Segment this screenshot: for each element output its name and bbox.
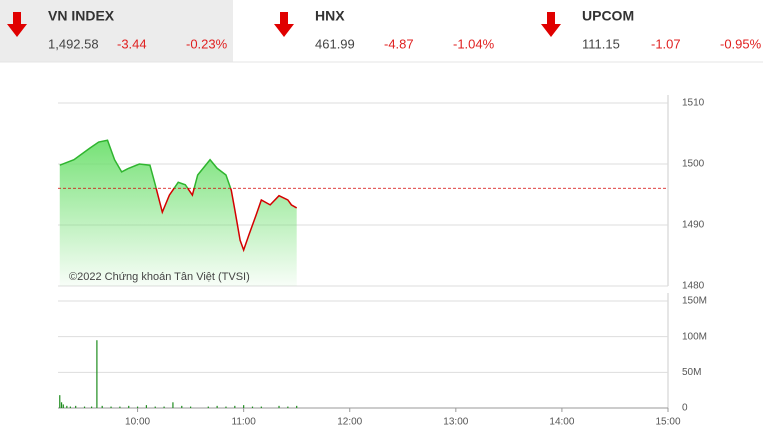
y-tick-label: 150M	[682, 296, 707, 307]
bar	[172, 402, 174, 408]
bar	[75, 405, 77, 408]
line-up	[59, 139, 232, 189]
bar	[278, 405, 280, 408]
y-tick-label: 100M	[682, 331, 707, 342]
bar	[296, 405, 298, 408]
ticker-name: UPCOM	[582, 8, 634, 24]
bar	[216, 405, 218, 408]
bar	[287, 406, 289, 408]
bar	[62, 404, 64, 408]
bar	[260, 406, 262, 408]
y-tick-label: 1490	[682, 220, 705, 231]
bar	[60, 402, 63, 408]
x-tick-label: 12:00	[337, 417, 362, 428]
bar	[207, 406, 209, 408]
bar	[243, 405, 245, 408]
bar	[83, 406, 86, 408]
line-down	[155, 188, 298, 253]
ticker[interactable]: VN INDEX 1,492.58 -3.44 -0.23%	[7, 8, 228, 52]
x-tick-label: 15:00	[655, 417, 680, 428]
x-tick-label: 14:00	[549, 417, 574, 428]
ticker-percent: -1.04%	[453, 36, 495, 51]
bar	[69, 406, 71, 408]
bar	[90, 406, 93, 408]
bar	[59, 395, 61, 408]
y-tick-label: 0	[682, 403, 688, 414]
ticker-percent: -0.23%	[186, 36, 228, 51]
bar	[234, 405, 236, 408]
ticker-name: VN INDEX	[48, 8, 115, 24]
bar	[225, 406, 227, 408]
y-tick-label: 1510	[682, 98, 705, 109]
bar	[96, 340, 98, 408]
annotation: ©2022 Chứng khoán Tân Việt (TVSI)	[69, 271, 250, 283]
ticker-bg	[0, 0, 233, 62]
bar	[101, 405, 103, 408]
ticker-change: -3.44	[117, 36, 147, 51]
ticker-value: 461.99	[315, 36, 355, 51]
bar	[145, 405, 148, 408]
ticker-percent: -0.95%	[720, 36, 762, 51]
area	[59, 140, 297, 286]
ticker[interactable]: HNX 461.99 -4.87 -1.04%	[274, 8, 495, 52]
bar	[110, 406, 112, 408]
ticker[interactable]: UPCOM 111.15 -1.07 -0.95%	[541, 8, 762, 52]
bar	[66, 405, 68, 408]
bar	[251, 406, 254, 408]
ticker-change: -1.07	[651, 36, 681, 51]
down-arrow	[541, 12, 561, 37]
y-tick-label: 50M	[682, 367, 701, 378]
bar	[163, 406, 165, 408]
down-arrow	[7, 12, 27, 37]
bar	[181, 405, 183, 408]
x-tick-label: 13:00	[443, 417, 468, 428]
y-tick-label: 1500	[682, 159, 705, 170]
bar	[128, 405, 130, 408]
ticker-name: HNX	[315, 8, 345, 24]
ticker-value: 111.15	[582, 36, 620, 51]
bar	[154, 406, 156, 408]
bar	[190, 406, 192, 408]
down-arrow	[274, 12, 294, 37]
ticker-change: -4.87	[384, 36, 414, 51]
bar	[119, 406, 121, 408]
ticker-value: 1,492.58	[48, 36, 99, 51]
x-tick-label: 10:00	[125, 417, 150, 428]
y-tick-label: 1480	[682, 281, 705, 292]
bar	[136, 406, 139, 408]
x-tick-label: 11:00	[232, 417, 257, 428]
